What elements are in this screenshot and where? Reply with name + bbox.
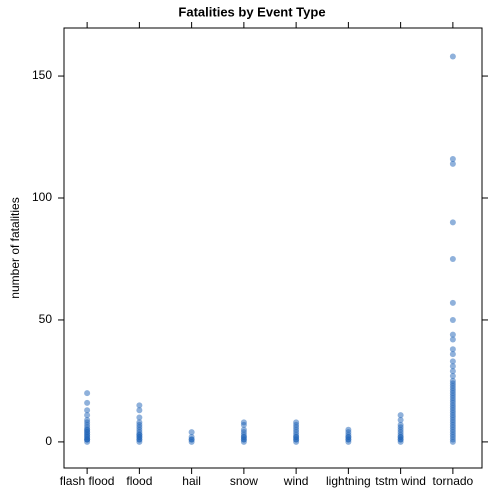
x-tick-label: flash flood bbox=[60, 474, 115, 488]
point bbox=[449, 363, 456, 370]
y-tick-label: 150 bbox=[32, 68, 52, 82]
point bbox=[136, 402, 143, 409]
point bbox=[449, 351, 456, 358]
y-axis-label: number of fatalities bbox=[8, 197, 22, 298]
point bbox=[84, 412, 91, 419]
chart-title: Fatalities by Event Type bbox=[178, 4, 325, 19]
x-tick-label: wind bbox=[283, 474, 309, 488]
point bbox=[136, 414, 143, 421]
point bbox=[84, 390, 91, 397]
point bbox=[84, 407, 91, 414]
point bbox=[188, 438, 195, 445]
x-tick-label: tornado bbox=[433, 474, 474, 488]
x-tick-label: tstm wind bbox=[375, 474, 426, 488]
point bbox=[293, 438, 300, 445]
point bbox=[397, 416, 404, 423]
y-tick-label: 0 bbox=[45, 434, 52, 448]
x-tick-label: snow bbox=[230, 474, 258, 488]
point bbox=[449, 336, 456, 343]
point bbox=[449, 255, 456, 262]
panel-border bbox=[63, 27, 483, 469]
point bbox=[397, 438, 404, 445]
point bbox=[449, 438, 456, 445]
point bbox=[84, 399, 91, 406]
point bbox=[449, 358, 456, 365]
point bbox=[240, 438, 247, 445]
point bbox=[136, 438, 143, 445]
point bbox=[449, 346, 456, 353]
point bbox=[449, 299, 456, 306]
point bbox=[449, 368, 456, 375]
point bbox=[397, 412, 404, 419]
point bbox=[449, 160, 456, 167]
point bbox=[449, 373, 456, 380]
y-tick-label: 100 bbox=[32, 190, 52, 204]
point bbox=[449, 316, 456, 323]
point bbox=[449, 331, 456, 338]
point bbox=[136, 407, 143, 414]
x-tick-label: lightning bbox=[326, 474, 371, 488]
point bbox=[188, 429, 195, 436]
point bbox=[345, 438, 352, 445]
point bbox=[240, 421, 247, 428]
y-tick-label: 50 bbox=[39, 312, 53, 326]
x-tick-label: hail bbox=[182, 474, 201, 488]
point bbox=[449, 53, 456, 60]
point bbox=[84, 438, 91, 445]
point bbox=[449, 219, 456, 226]
point bbox=[449, 155, 456, 162]
x-tick-label: flood bbox=[126, 474, 152, 488]
